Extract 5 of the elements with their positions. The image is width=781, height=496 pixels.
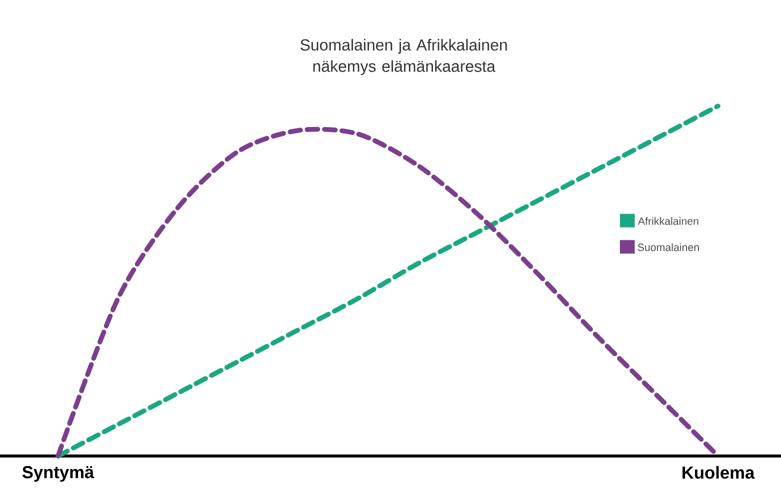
chart-title: Suomalainen ja Afrikkalainen näkemys elämänkaaresta (300, 38, 507, 76)
x-tick-label: Syntymä (22, 466, 94, 482)
x-tick-label: Kuolema (682, 466, 755, 479)
legend-label: Afrikkalainen (638, 217, 698, 225)
legend-label: Suomalainen (638, 243, 699, 252)
